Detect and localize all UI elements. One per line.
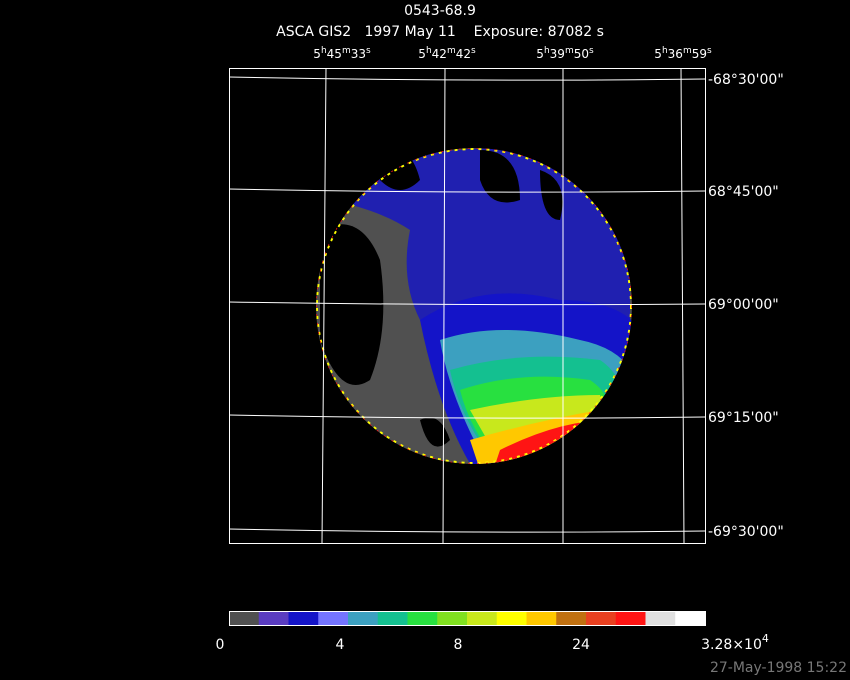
colorbar-swatch [526,611,557,625]
unit: h [321,46,327,56]
colorbar-max-label: 3.28×104 [701,632,769,653]
colorbar-label: 8 [454,637,463,653]
detector-image [316,148,632,464]
unit: m [683,46,692,56]
dec-label: 68°45'00" [708,184,779,200]
dec-labels: -68°30'00" 68°45'00" 69°00'00" 69°15'00" -69… [708,72,784,540]
colorbar-swatch [377,611,408,625]
colorbar-swatch [229,611,260,625]
ra-label: 5h39m50s [536,46,594,61]
colorbar-swatch [645,611,676,625]
title: 0543-68.9 [404,3,476,19]
colorbar-swatch [675,611,706,625]
number: 5 [313,47,321,61]
number: 42 [456,47,471,61]
colorbar-swatch [258,611,289,625]
colorbar-swatch [437,611,468,625]
number: 33 [351,47,366,61]
colorbar-swatch [288,611,319,625]
colorbar-frame [229,611,706,626]
dec-label: 69°00'00" [708,297,779,313]
number: 5 [536,47,544,61]
colorbar-swatch [318,611,349,625]
number: 36 [668,47,683,61]
number: 42 [432,47,447,61]
colorbar-label: 24 [572,637,590,653]
unit: h [426,46,432,56]
number: 59 [692,47,707,61]
colorbar-swatch [615,611,646,625]
unit: h [544,46,550,56]
colorbar-swatch [348,611,379,625]
timestamp: 27-May-1998 15:22 [710,660,847,676]
colorbar: 0 4 8 24 3.28×104 [216,611,769,653]
colorbar-label: 0 [216,637,225,653]
colorbar-swatch [467,611,498,625]
number: 50 [574,47,589,61]
ra-label: 5h45m33s [313,46,371,61]
dec-label: 69°15'00" [708,410,779,426]
number: 5 [654,47,662,61]
dec-label: -68°30'00" [708,72,784,88]
colorbar-swatch [496,611,527,625]
unit: s [589,46,594,56]
mantissa: 3.28×10 [701,637,762,653]
colorbar-swatch [586,611,617,625]
exponent: 4 [762,632,769,645]
dec-label: -69°30'00" [708,524,784,540]
unit: s [707,46,712,56]
ra-label: 5h42m42s [418,46,476,61]
number: 39 [550,47,565,61]
coordinate-grid [228,67,706,544]
colorbar-swatch [407,611,438,625]
unit: m [342,46,351,56]
unit: m [565,46,574,56]
unit: m [447,46,456,56]
subtitle: ASCA GIS2 1997 May 11 Exposure: 87082 s [276,24,604,40]
ra-label: 5h36m59s [654,46,712,61]
ra-labels: 5h45m33s 5h42m42s 5h39m50s 5h36m59s [313,46,712,61]
unit: h [662,46,668,56]
colorbar-label: 4 [336,637,345,653]
number: 5 [418,47,426,61]
colorbar-swatch [556,611,587,625]
number: 45 [327,47,342,61]
unit: s [366,46,371,56]
unit: s [471,46,476,56]
